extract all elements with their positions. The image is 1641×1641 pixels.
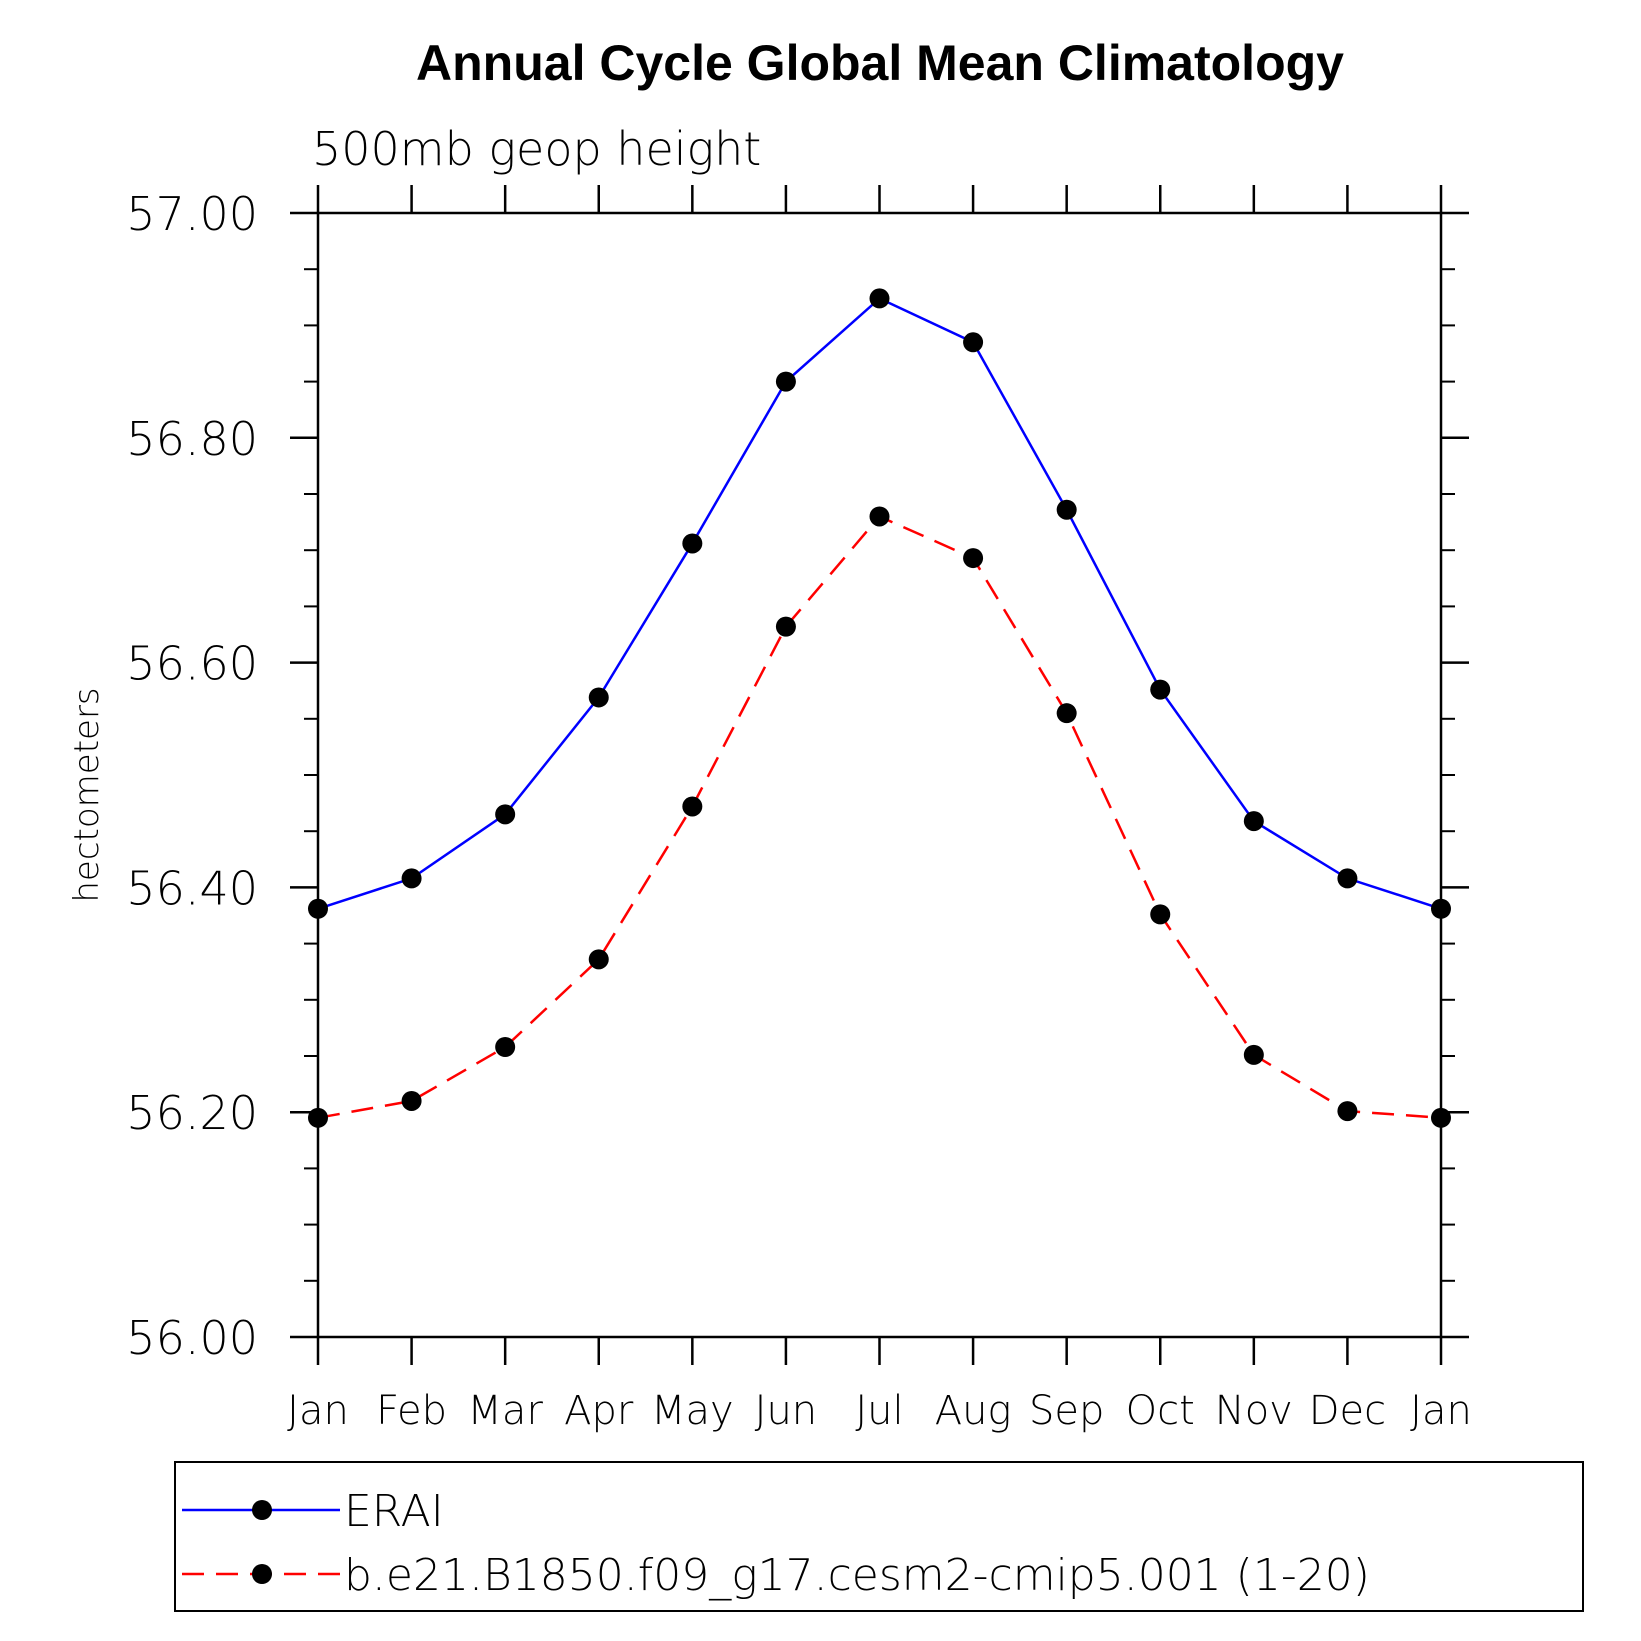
y-tick-label: 57.00 <box>126 187 258 241</box>
axes: 56.00 56.20 56.40 56.60 56.80 57.00 Jan Feb Mar A… <box>126 185 1472 1434</box>
x-tick-label: Jul <box>855 1388 903 1434</box>
series-line-1 <box>317 514 1442 1120</box>
y-tick-label: 56.80 <box>126 412 258 466</box>
series-1-point <box>775 616 796 637</box>
series-0-point <box>401 868 422 889</box>
series-0-point <box>308 898 328 919</box>
legend-swatch-marker-1 <box>252 1564 272 1584</box>
y-tick-label: 56.00 <box>126 1311 258 1365</box>
series-1-point <box>588 949 609 970</box>
x-tick-label: Jun <box>755 1388 818 1434</box>
series-1-point <box>495 1037 516 1058</box>
series-0-point <box>495 804 516 825</box>
chart-subtitle: 500mb geop height <box>312 122 761 176</box>
series-0-point <box>1431 898 1451 919</box>
legend: ERAI b.e21.B1850.f09_g17.cesm2-cmip5.001 … <box>174 1461 1584 1612</box>
x-tick-label: Mar <box>467 1388 543 1434</box>
series-1-point <box>1150 904 1171 925</box>
series-0-point <box>1243 811 1264 832</box>
y-tick-label: 56.40 <box>126 861 258 915</box>
x-tick-label: Sep <box>1029 1388 1104 1434</box>
series-1-point <box>1431 1107 1451 1128</box>
series-1-point <box>1243 1044 1264 1065</box>
series-0-point <box>588 687 609 708</box>
series-1-point <box>963 548 984 569</box>
x-tick-label: Aug <box>935 1388 1012 1434</box>
x-tick-label: Oct <box>1126 1388 1195 1434</box>
series-1-point <box>682 796 703 817</box>
series-0-point <box>1150 679 1171 700</box>
series-1-point <box>1056 703 1077 724</box>
series-0-point <box>1056 499 1077 520</box>
x-tick-label: Jan <box>287 1388 349 1434</box>
series-0-point <box>869 288 890 309</box>
x-tick-label: Jan <box>1410 1388 1472 1434</box>
series-0-point <box>963 332 984 353</box>
x-tick-label: Feb <box>376 1388 447 1434</box>
x-tick-label: Nov <box>1215 1388 1293 1434</box>
y-axis-label: hectometers <box>67 687 107 902</box>
x-tick-label: Apr <box>564 1388 634 1434</box>
plot-series <box>308 288 1451 1128</box>
legend-label-0: ERAI <box>344 1486 444 1537</box>
x-tick-label: May <box>651 1388 734 1434</box>
legend-swatch-marker-0 <box>252 1500 272 1520</box>
series-line-0 <box>317 296 1442 910</box>
y-tick-label: 56.60 <box>126 637 258 691</box>
series-0-point <box>775 371 796 392</box>
series-1-point <box>308 1107 328 1128</box>
series-0-point <box>682 533 703 554</box>
series-1-point <box>1337 1101 1358 1122</box>
chart-title: Annual Cycle Global Mean Climatology <box>416 35 1344 91</box>
plot-frame <box>316 211 1443 1339</box>
series-1-point <box>401 1090 422 1111</box>
legend-label-1: b.e21.B1850.f09_g17.cesm2-cmip5.001 (1-2… <box>344 1550 1370 1601</box>
x-tick-label: Dec <box>1309 1388 1386 1434</box>
series-1-point <box>869 506 890 527</box>
series-0-point <box>1337 868 1358 889</box>
legend-box <box>174 1461 1584 1612</box>
y-tick-label: 56.20 <box>126 1086 258 1140</box>
